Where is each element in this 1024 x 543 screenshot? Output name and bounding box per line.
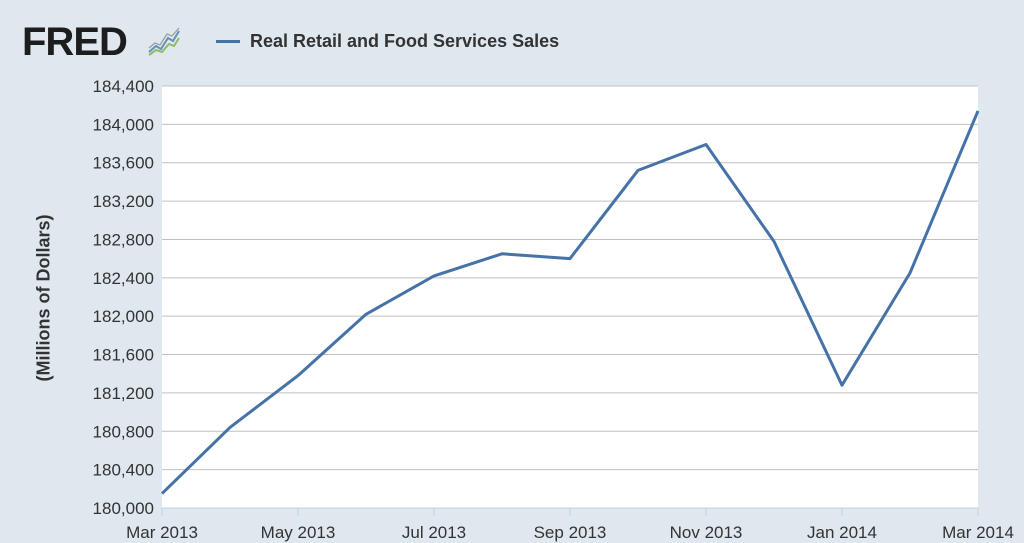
legend-series-label: Real Retail and Food Services Sales [250, 30, 560, 51]
x-tick-label: Mar 2014 [942, 523, 1014, 542]
chart-legend[interactable]: Real Retail and Food Services Sales [216, 29, 559, 53]
y-tick-label: 182,800 [93, 230, 154, 249]
y-tick-label: 184,000 [93, 115, 154, 134]
line-chart-icon [147, 25, 181, 59]
y-tick-label: 180,800 [93, 422, 154, 441]
series-line [160, 110, 980, 495]
y-tick-label: 181,600 [93, 346, 154, 365]
y-tick-label: 182,000 [93, 307, 154, 326]
legend-swatch [216, 39, 240, 43]
y-tick-label: 184,400 [93, 77, 154, 96]
fred-logo: FRED [22, 20, 128, 64]
x-tick-label: Sep 2013 [534, 523, 607, 542]
x-tick-label: Jan 2014 [807, 523, 877, 542]
x-tick-label: Nov 2013 [670, 523, 743, 542]
y-tick-label: 181,200 [93, 384, 154, 403]
x-tick-label: Mar 2013 [126, 523, 198, 542]
y-tick-label: 183,200 [93, 192, 154, 211]
y-tick-label: 180,400 [93, 461, 154, 480]
y-tick-label: 182,400 [93, 269, 154, 288]
y-tick-label: 183,600 [93, 154, 154, 173]
y-tick-label: 180,000 [93, 499, 154, 518]
x-tick-label: Jul 2013 [402, 523, 466, 542]
plot-area [162, 86, 978, 508]
x-tick-label: May 2013 [261, 523, 336, 542]
